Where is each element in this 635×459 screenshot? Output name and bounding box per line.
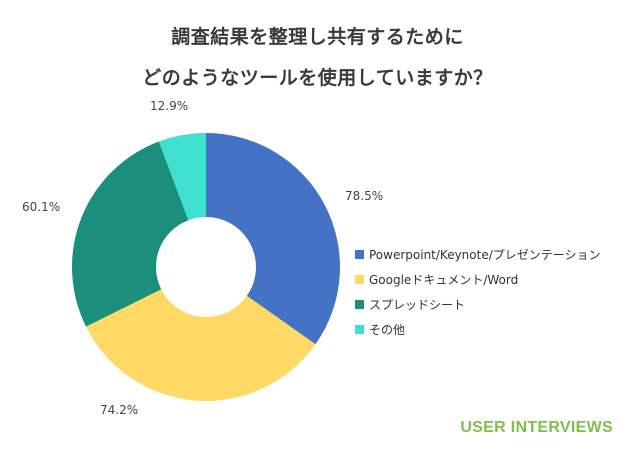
slice-presentation <box>206 133 340 345</box>
chart-title-line-2: どのようなツールを使用していますか？ <box>142 67 493 89</box>
legend-item-document: Googleドキュメント/Word <box>355 267 601 292</box>
data-label-document: 74.2% <box>100 403 138 417</box>
legend-swatch <box>355 275 364 284</box>
slice-document <box>86 289 316 401</box>
brand-logo-text: USER INTERVIEWS <box>460 419 613 436</box>
legend-swatch <box>355 325 364 334</box>
legend-item-presentation: Powerpoint/Keynote/プレゼンテーション <box>355 242 601 267</box>
legend-item-other: その他 <box>355 317 601 342</box>
data-label-other: 12.9% <box>150 99 188 113</box>
legend-label: その他 <box>369 323 406 337</box>
legend-swatch <box>355 250 364 259</box>
data-label-presentation: 78.5% <box>345 189 383 203</box>
slice-spreadsheet <box>72 141 189 327</box>
legend-label: Googleドキュメント/Word <box>369 273 519 287</box>
slice-other <box>158 133 206 221</box>
legend-item-spreadsheet: スプレッドシート <box>355 292 601 317</box>
chart-title-line-1: 調査結果を整理し共有するために <box>171 26 464 48</box>
data-label-spreadsheet: 60.1% <box>22 200 60 214</box>
legend-label: Powerpoint/Keynote/プレゼンテーション <box>369 248 601 262</box>
legend-label: スプレッドシート <box>369 298 466 312</box>
chart-legend: Powerpoint/Keynote/プレゼンテーション Googleドキュメン… <box>355 242 601 342</box>
legend-swatch <box>355 300 364 309</box>
